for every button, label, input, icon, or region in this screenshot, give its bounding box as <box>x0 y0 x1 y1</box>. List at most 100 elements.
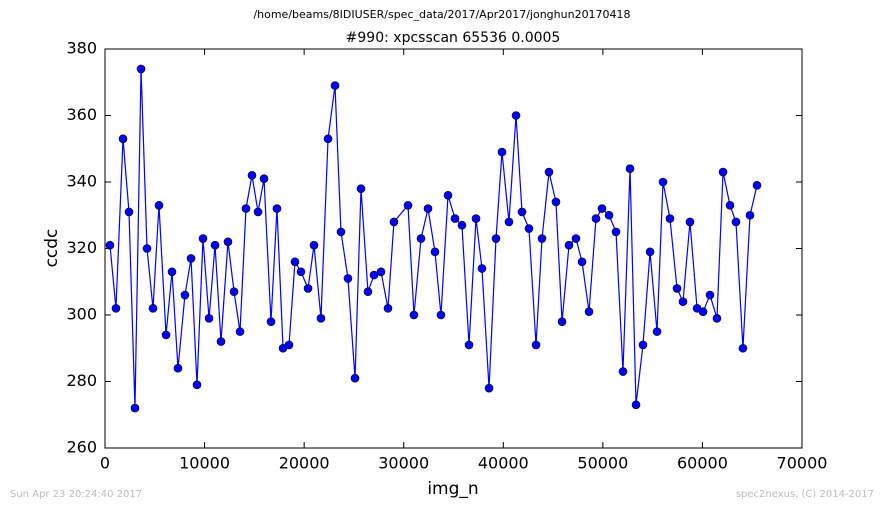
data-point <box>618 367 628 376</box>
x-tick-label: 60000 <box>677 454 728 473</box>
data-point <box>571 234 581 243</box>
data-point <box>718 167 728 177</box>
data-point <box>712 314 722 323</box>
suptitle: /home/beams/8IDIUSER/spec_data/2017/Apr2… <box>253 8 630 21</box>
data-point <box>504 217 514 227</box>
data-point <box>484 383 494 393</box>
data-point <box>625 164 635 173</box>
data-point <box>443 191 453 200</box>
data-point <box>229 287 239 297</box>
data-point <box>416 234 426 243</box>
data-point <box>652 327 662 336</box>
data-point <box>284 340 294 350</box>
data-point <box>577 257 587 267</box>
data-point <box>524 224 534 233</box>
data-point <box>369 270 379 280</box>
y-axis-label: ccdc <box>42 229 62 268</box>
y-tick-label: 360 <box>66 105 97 124</box>
x-axis-label: img_n <box>427 479 478 499</box>
data-point <box>272 204 282 213</box>
data-point <box>584 307 594 316</box>
data-point <box>544 167 554 177</box>
data-point <box>631 400 641 410</box>
x-tick-label: 50000 <box>577 454 628 473</box>
data-point <box>597 204 607 213</box>
data-point <box>738 343 748 353</box>
plot-frame <box>104 48 803 449</box>
data-point <box>161 330 171 340</box>
data-point <box>531 340 541 350</box>
data-point <box>450 214 460 223</box>
x-tick-label: 30000 <box>378 454 429 473</box>
data-point <box>154 200 164 210</box>
data-point <box>259 174 269 183</box>
data-point <box>497 147 507 157</box>
data-point <box>336 227 346 237</box>
data-point <box>130 403 140 413</box>
data-point <box>124 207 134 217</box>
data-point <box>111 304 121 313</box>
data-point <box>604 210 614 220</box>
data-point <box>477 264 487 273</box>
data-point <box>148 304 158 313</box>
data-point <box>564 240 574 250</box>
data-point <box>731 217 741 227</box>
data-point <box>672 284 682 293</box>
data-point <box>316 314 326 323</box>
data-point <box>471 214 481 223</box>
data-point <box>290 257 300 267</box>
y-tick-label: 340 <box>66 172 97 191</box>
data-point <box>343 274 353 283</box>
data-point <box>383 304 393 313</box>
data-point <box>235 327 245 336</box>
footer-left: Sun Apr 23 20:24:40 2017 <box>10 489 142 500</box>
data-point <box>210 240 220 250</box>
data-point <box>430 247 440 257</box>
data-point <box>173 363 183 373</box>
data-point <box>698 307 708 316</box>
data-point <box>464 340 474 350</box>
data-point <box>557 317 567 326</box>
data-point <box>645 247 655 257</box>
y-tick-label: 320 <box>66 238 97 257</box>
data-point <box>363 287 373 297</box>
data-point <box>330 81 340 90</box>
data-point <box>180 290 190 300</box>
data-point <box>186 254 196 263</box>
data-point <box>253 207 263 217</box>
x-tick-label: 0 <box>100 454 110 473</box>
data-point <box>611 227 621 237</box>
data-point <box>491 234 501 243</box>
data-point <box>216 337 226 346</box>
data-point <box>136 64 146 74</box>
data-point <box>376 267 386 277</box>
chart-title: #990: xpcsscan 65536 0.0005 <box>346 30 561 46</box>
data-point <box>745 210 755 220</box>
data-point <box>658 177 668 187</box>
data-point <box>223 237 233 247</box>
data-point <box>198 234 208 243</box>
data-point <box>591 214 601 223</box>
data-point <box>296 267 306 277</box>
data-point <box>685 217 695 227</box>
x-tick-label: 40000 <box>478 454 529 473</box>
data-point <box>665 214 675 223</box>
data-point <box>725 200 735 210</box>
data-point <box>752 181 762 190</box>
data-point <box>241 204 251 213</box>
data-point <box>142 244 152 253</box>
footer-right: spec2nexus, (C) 2014-2017 <box>736 489 874 500</box>
data-point <box>309 240 319 250</box>
data-point <box>389 217 399 227</box>
data-point <box>266 317 276 326</box>
x-tick-label: 70000 <box>777 454 828 473</box>
data-point <box>303 284 313 293</box>
data-point <box>638 340 648 350</box>
data-point <box>204 314 214 323</box>
x-tick-label: 10000 <box>179 454 230 473</box>
data-point <box>678 297 688 307</box>
y-tick-label: 300 <box>66 305 97 324</box>
data-point <box>403 200 413 210</box>
data-point <box>167 267 177 277</box>
data-point <box>423 204 433 213</box>
